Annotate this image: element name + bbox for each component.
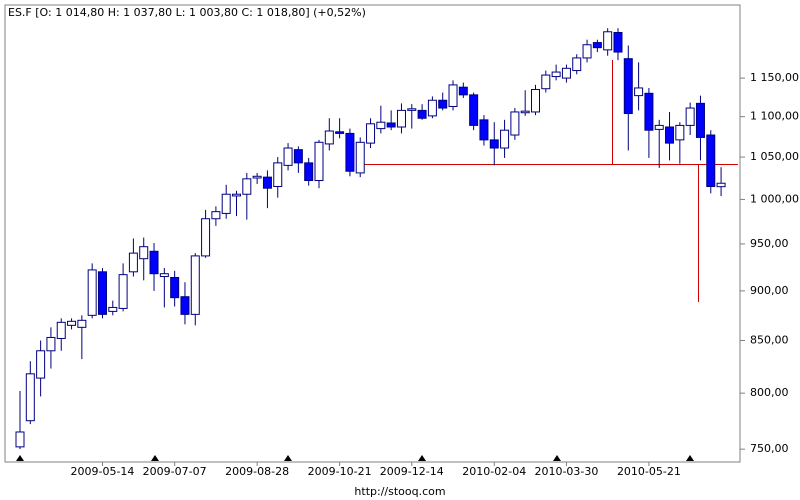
candle-body bbox=[531, 88, 540, 113]
candle-body bbox=[469, 94, 479, 126]
candle-body bbox=[438, 99, 448, 109]
y-tick-label: 900,00 bbox=[750, 284, 789, 297]
candle-body bbox=[376, 121, 386, 130]
marker bbox=[686, 455, 694, 461]
candle-body bbox=[335, 131, 345, 134]
x-tick-label: 2010-05-21 bbox=[617, 465, 681, 478]
candle-body bbox=[345, 132, 355, 172]
candle-body bbox=[67, 320, 77, 326]
candle-body bbox=[458, 86, 468, 96]
candle-body bbox=[716, 182, 726, 188]
candle-body bbox=[706, 134, 716, 187]
y-tick-label: 950,00 bbox=[750, 237, 789, 250]
candle-body bbox=[386, 122, 396, 128]
candle-body bbox=[149, 250, 159, 275]
candle-body bbox=[221, 193, 231, 214]
x-tick-label: 2010-02-04 bbox=[462, 465, 526, 478]
candle-body bbox=[36, 350, 46, 379]
candle-body bbox=[128, 252, 138, 273]
candle-body bbox=[654, 124, 664, 130]
source: http://stooq.com bbox=[354, 485, 445, 498]
candle-body bbox=[685, 107, 695, 126]
candle-body bbox=[489, 139, 499, 149]
candle-body bbox=[520, 110, 530, 114]
candle-body bbox=[417, 109, 427, 119]
candle-body bbox=[324, 130, 334, 145]
candle-body bbox=[314, 141, 324, 182]
candle-body bbox=[572, 57, 582, 72]
candle-body bbox=[603, 31, 613, 51]
candle-body bbox=[623, 58, 633, 115]
y-tick-label: 1 050,00 bbox=[750, 150, 799, 163]
candle-body bbox=[541, 74, 551, 90]
candle-body bbox=[15, 431, 25, 448]
candle-body bbox=[232, 193, 242, 197]
marker bbox=[418, 455, 426, 461]
candle-body bbox=[108, 306, 118, 312]
candle-body bbox=[500, 129, 510, 149]
candle-body bbox=[242, 178, 252, 195]
candle-body bbox=[665, 126, 675, 144]
candle-body bbox=[592, 42, 602, 49]
candle-body bbox=[273, 162, 283, 187]
candle-body bbox=[190, 255, 200, 315]
candle-body bbox=[695, 102, 705, 138]
plot-frame bbox=[4, 4, 741, 463]
candle-body bbox=[510, 111, 520, 136]
candle-body bbox=[262, 176, 272, 189]
candle-body bbox=[293, 149, 303, 164]
reference-lines bbox=[358, 60, 738, 302]
candle-body bbox=[675, 124, 685, 141]
y-tick-label: 1 000,00 bbox=[750, 192, 799, 205]
y-tick-label: 1 150,00 bbox=[750, 71, 799, 84]
candle-body bbox=[582, 44, 592, 59]
x-tick-label: 2010-03-30 bbox=[534, 465, 598, 478]
x-tick-label: 2009-05-14 bbox=[71, 465, 135, 478]
candle-body bbox=[283, 147, 293, 166]
candle-body bbox=[479, 119, 489, 141]
candle-body bbox=[634, 87, 644, 97]
candle-body bbox=[56, 321, 66, 339]
candle-body bbox=[46, 336, 56, 352]
candle-body bbox=[396, 109, 406, 128]
candle-body bbox=[252, 175, 262, 179]
candle-body bbox=[366, 123, 376, 144]
marker bbox=[151, 455, 159, 461]
marker bbox=[16, 455, 24, 461]
y-tick-label: 850,00 bbox=[750, 334, 789, 347]
candle-body bbox=[25, 373, 35, 422]
x-tick-label: 2009-08-28 bbox=[225, 465, 289, 478]
marker bbox=[553, 455, 561, 461]
candle-body bbox=[448, 84, 458, 107]
chart-title: ES.F [O: 1 014,80 H: 1 037,80 L: 1 003,8… bbox=[8, 6, 366, 19]
y-tick-label: 800,00 bbox=[750, 386, 789, 399]
candle-body bbox=[561, 67, 571, 79]
candle-body bbox=[427, 99, 437, 117]
marker bbox=[284, 455, 292, 461]
candle-body bbox=[304, 162, 314, 182]
x-tick-label: 2009-10-21 bbox=[308, 465, 372, 478]
expiry-markers bbox=[16, 455, 694, 461]
candle-body bbox=[139, 246, 149, 260]
candle-body bbox=[644, 92, 654, 131]
candle-body bbox=[551, 71, 561, 78]
candle-body bbox=[211, 211, 221, 220]
candle-body bbox=[355, 141, 365, 174]
candle-body bbox=[613, 31, 623, 53]
y-tick-label: 1 100,00 bbox=[750, 110, 799, 123]
candle-body bbox=[87, 269, 97, 316]
y-tick-label: 750,00 bbox=[750, 442, 789, 455]
candle-body bbox=[170, 276, 180, 299]
candle-body bbox=[77, 319, 87, 328]
candle-body bbox=[180, 296, 190, 315]
candle-body bbox=[159, 273, 169, 278]
candle-body bbox=[407, 108, 417, 111]
candle-body bbox=[118, 274, 128, 309]
candle-body bbox=[97, 271, 107, 315]
x-tick-label: 2009-07-07 bbox=[143, 465, 207, 478]
candle-body bbox=[201, 218, 211, 257]
x-tick-label: 2009-12-14 bbox=[380, 465, 444, 478]
